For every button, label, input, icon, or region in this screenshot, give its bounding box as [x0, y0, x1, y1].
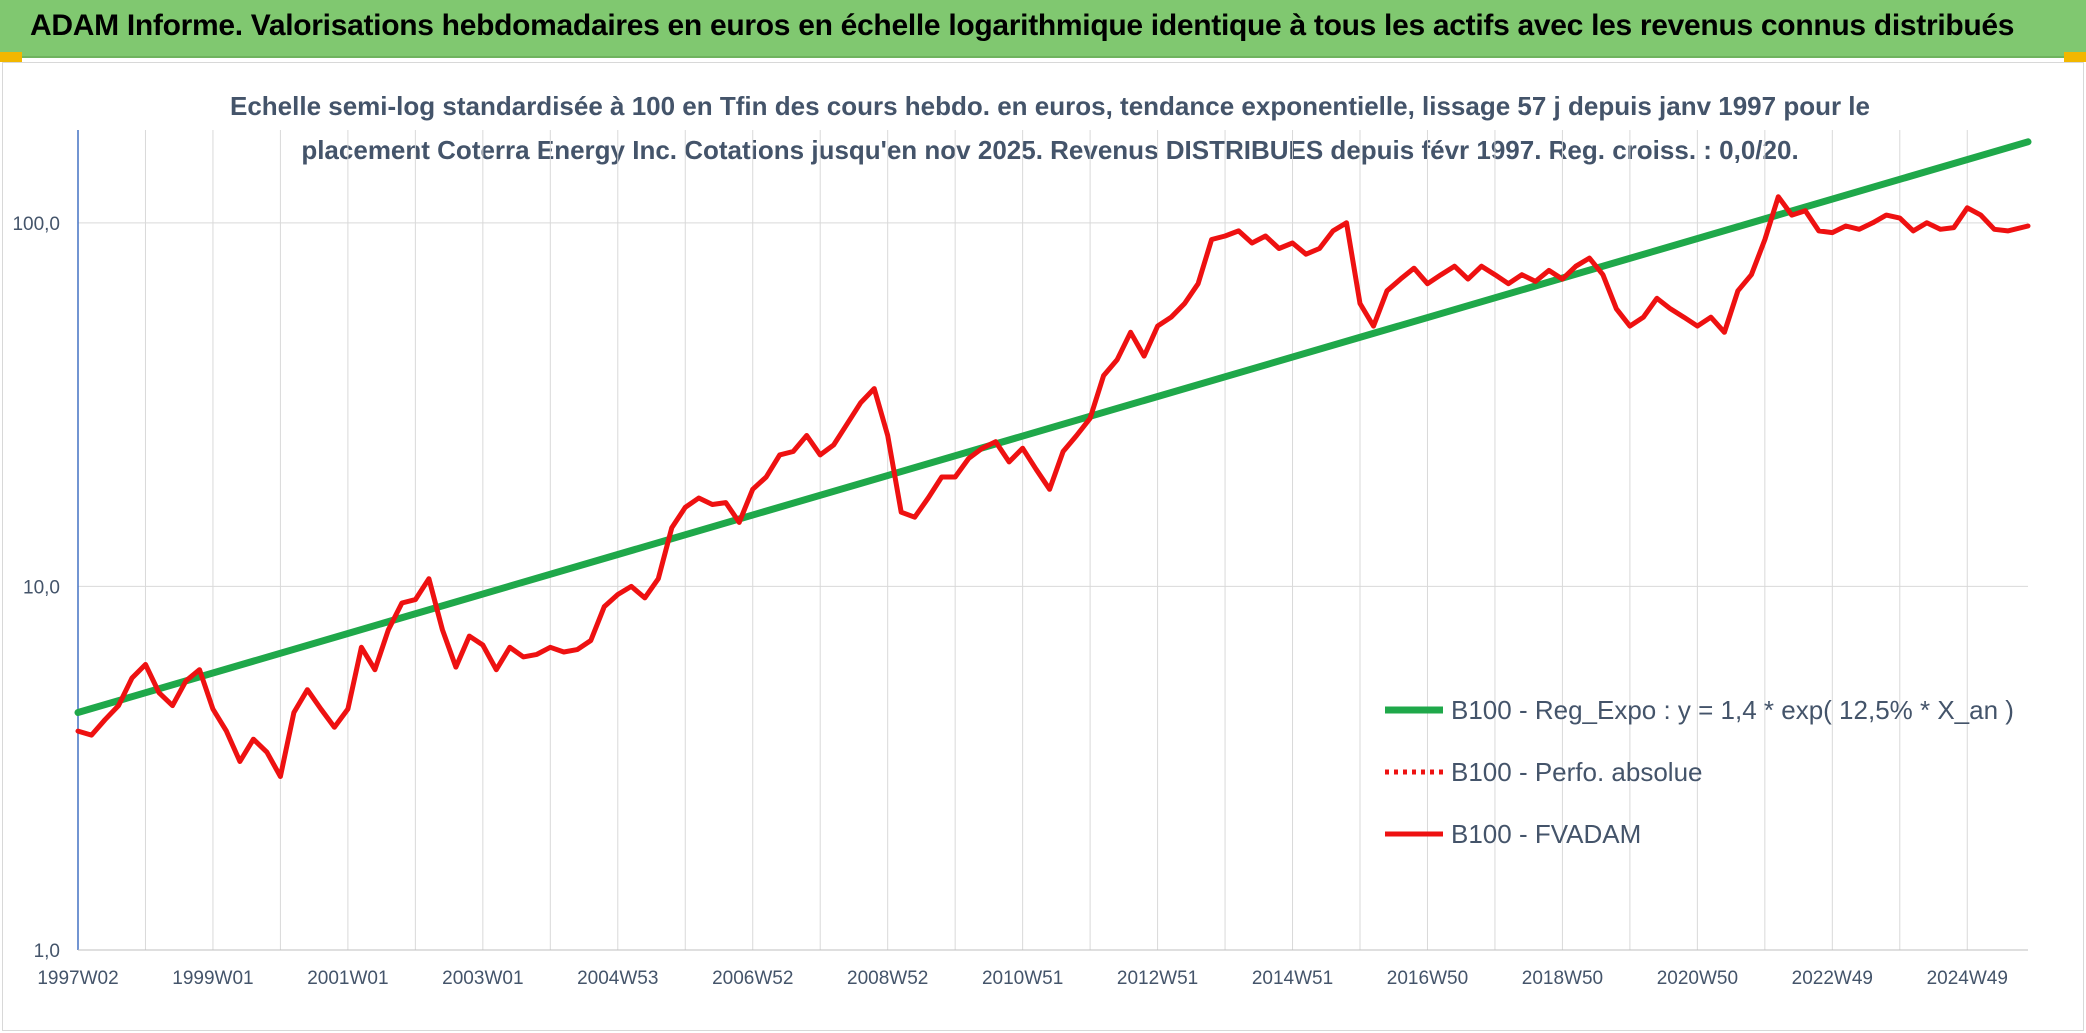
- legend-label: B100 - Perfo. absolue: [1451, 757, 1703, 787]
- report-header: ADAM Informe. Valorisations hebdomadaire…: [0, 0, 2086, 58]
- x-tick-label: 2022W49: [1792, 968, 1873, 989]
- x-tick-label: 1997W02: [37, 968, 118, 989]
- legend-label: B100 - FVADAM: [1451, 819, 1641, 849]
- x-tick-label: 2003W01: [442, 968, 523, 989]
- corner-marker-right: [2064, 52, 2086, 62]
- x-tick-label: 1999W01: [172, 968, 253, 989]
- chart-title-line-2: placement Coterra Energy Inc. Cotations …: [301, 135, 1799, 165]
- x-tick-label: 2004W53: [577, 968, 658, 989]
- x-tick-label: 2006W52: [712, 968, 793, 989]
- x-tick-label: 2016W50: [1387, 968, 1468, 989]
- y-tick-label: 1,0: [34, 941, 60, 962]
- x-tick-label: 2020W50: [1657, 968, 1738, 989]
- legend-label: B100 - Reg_Expo : y = 1,4 * exp( 12,5% *…: [1451, 695, 2014, 725]
- x-tick-label: 2014W51: [1252, 968, 1333, 989]
- fvadam-line: [75, 194, 2031, 779]
- axis-layer: 1,0 10,0 100,0 1997W02 1999W01 2001W01 2003W01…: [12, 130, 2028, 989]
- chart-title: Echelle semi-log standardisée à 100 en T…: [200, 84, 1900, 172]
- x-tick-label: 2008W52: [847, 968, 928, 989]
- x-tick-label: 2024W49: [1927, 968, 2008, 989]
- regression-line: [74, 138, 2032, 716]
- x-tick-label: 2012W51: [1117, 968, 1198, 989]
- series-layer: [74, 138, 2032, 779]
- chart-title-line-1: Echelle semi-log standardisée à 100 en T…: [229, 91, 1870, 121]
- x-tick-label: 2001W01: [307, 968, 388, 989]
- y-tick-label: 10,0: [23, 577, 60, 598]
- corner-marker-left: [0, 52, 22, 62]
- x-tick-label: 2018W50: [1522, 968, 1603, 989]
- grid-layer: [77, 130, 2028, 951]
- report-title: ADAM Informe. Valorisations hebdomadaire…: [30, 9, 2015, 42]
- x-tick-label: 2010W51: [982, 968, 1063, 989]
- legend: B100 - Reg_Expo : y = 1,4 * exp( 12,5% *…: [1385, 695, 2014, 849]
- y-tick-label: 100,0: [12, 214, 60, 235]
